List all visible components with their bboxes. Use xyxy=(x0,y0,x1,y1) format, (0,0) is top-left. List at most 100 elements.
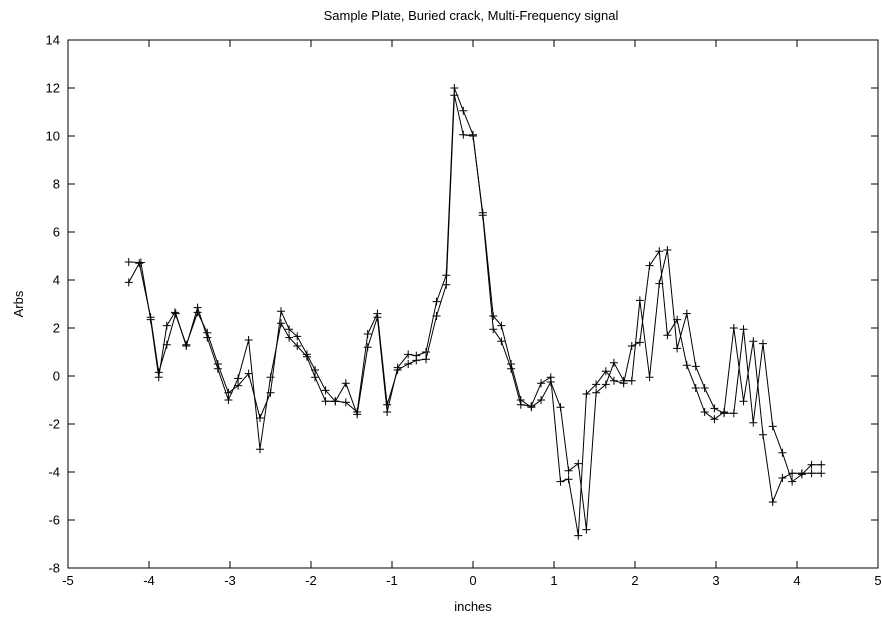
data-point xyxy=(277,307,286,316)
data-point xyxy=(601,380,610,389)
data-point xyxy=(645,261,654,270)
data-point xyxy=(788,469,797,478)
y-tick-label: 8 xyxy=(53,177,60,192)
data-point xyxy=(564,466,573,475)
data-point xyxy=(321,386,330,395)
data-point xyxy=(182,342,191,350)
data-point xyxy=(244,369,253,378)
data-point xyxy=(537,396,546,404)
data-point xyxy=(331,397,340,406)
data-point xyxy=(302,352,311,361)
series-line xyxy=(128,87,822,536)
x-axis-label: inches xyxy=(454,599,492,614)
data-point xyxy=(516,400,525,409)
data-point xyxy=(527,402,536,410)
series-line xyxy=(128,95,822,530)
data-point xyxy=(255,414,264,422)
data-point xyxy=(564,475,573,484)
data-point xyxy=(146,313,155,322)
data-point xyxy=(546,373,555,382)
data-point xyxy=(609,376,618,385)
data-point xyxy=(582,390,591,398)
data-point xyxy=(582,525,591,534)
data-point xyxy=(749,418,758,427)
data-point xyxy=(422,348,431,356)
data-point xyxy=(574,459,583,468)
data-point xyxy=(136,258,145,267)
data-point xyxy=(645,373,654,382)
y-tick-label: 14 xyxy=(46,33,60,48)
series-group xyxy=(124,84,826,540)
data-point xyxy=(778,474,787,482)
y-tick-label: -2 xyxy=(48,417,60,432)
data-point xyxy=(729,324,738,332)
data-point xyxy=(700,408,709,416)
data-point xyxy=(383,408,392,416)
data-point xyxy=(341,379,350,388)
data-point xyxy=(162,321,171,330)
chart-title: Sample Plate, Buried crack, Multi-Freque… xyxy=(324,8,619,23)
data-point xyxy=(720,408,729,416)
y-tick-label: 12 xyxy=(46,81,60,96)
data-point xyxy=(758,430,767,439)
data-point xyxy=(817,460,826,469)
x-tick-label: -4 xyxy=(143,573,155,588)
y-tick-label: 2 xyxy=(53,321,60,336)
data-point xyxy=(293,332,302,341)
data-point xyxy=(469,130,477,139)
data-point xyxy=(739,397,748,406)
y-axis-label: Arbs xyxy=(11,290,26,317)
data-point xyxy=(556,403,565,412)
data-point xyxy=(459,130,468,139)
y-tick-label: 10 xyxy=(46,129,60,144)
y-tick-label: 6 xyxy=(53,225,60,240)
data-point xyxy=(635,338,644,347)
x-tick-label: -1 xyxy=(386,573,398,588)
data-point xyxy=(124,278,133,287)
x-tick-label: 0 xyxy=(469,573,476,588)
data-point xyxy=(373,313,382,322)
data-point xyxy=(255,445,264,454)
data-point xyxy=(363,330,372,338)
x-tick-label: 5 xyxy=(874,573,881,588)
data-point xyxy=(193,303,202,312)
data-point xyxy=(556,477,565,486)
data-point xyxy=(450,84,459,92)
data-point xyxy=(203,333,212,342)
data-point xyxy=(807,469,816,478)
data-point xyxy=(311,373,320,382)
data-point xyxy=(404,360,413,368)
data-point xyxy=(619,379,628,388)
data-point xyxy=(788,477,797,486)
data-point xyxy=(710,404,719,413)
data-point xyxy=(393,363,402,372)
data-point xyxy=(432,297,441,306)
data-point xyxy=(422,355,431,364)
data-point xyxy=(124,258,133,266)
data-point xyxy=(729,409,738,418)
data-point xyxy=(609,358,618,367)
data-point xyxy=(162,340,171,349)
data-point xyxy=(627,376,636,385)
y-tick-label: 0 xyxy=(53,369,60,384)
y-tick-label: -6 xyxy=(48,513,60,528)
data-point xyxy=(285,333,294,342)
data-point xyxy=(797,469,806,478)
data-point xyxy=(574,531,583,540)
data-point xyxy=(404,350,413,359)
x-tick-label: -5 xyxy=(62,573,74,588)
data-point xyxy=(673,344,682,353)
x-tick-label: 2 xyxy=(631,573,638,588)
plot-frame xyxy=(67,39,879,569)
data-point xyxy=(353,410,362,419)
data-point xyxy=(627,342,636,350)
data-point xyxy=(768,498,777,506)
x-tick-label: 1 xyxy=(550,573,557,588)
data-point xyxy=(277,319,286,328)
data-point xyxy=(412,351,421,360)
data-point xyxy=(537,379,546,388)
data-point xyxy=(341,398,350,407)
x-tick-label: -2 xyxy=(305,573,317,588)
y-tick-label: -8 xyxy=(48,561,60,576)
